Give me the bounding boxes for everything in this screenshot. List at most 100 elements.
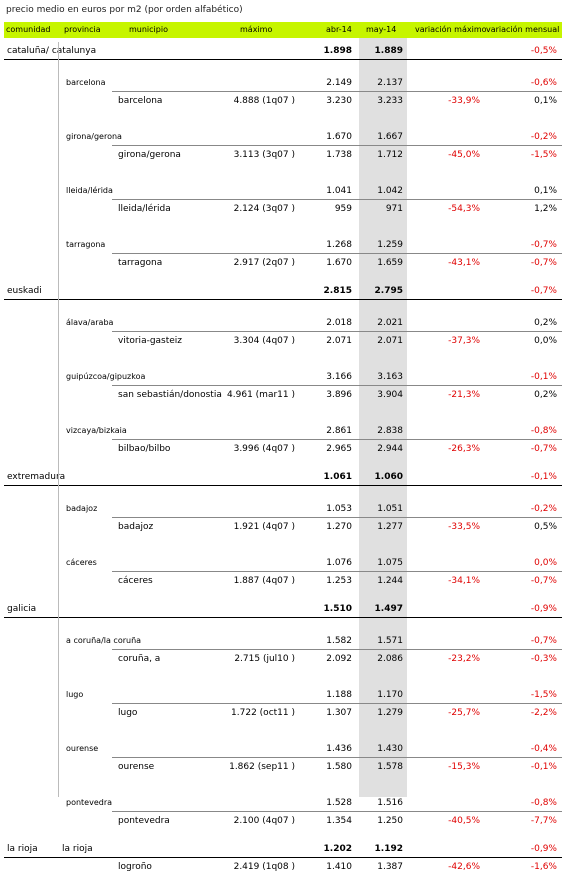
- may-value: 2.071: [377, 336, 403, 346]
- abr-value: 1.253: [326, 576, 352, 586]
- var-mensual-value: -0,2%: [530, 132, 557, 142]
- abr-value: 1.202: [323, 844, 352, 854]
- provincia-row: lugo 1.188 1.170 -1,5%: [0, 686, 565, 704]
- municipio-name: logroño: [118, 862, 152, 872]
- var-mensual-value: -0,6%: [530, 78, 557, 88]
- row-divider: [112, 571, 562, 572]
- may-value: 1.497: [374, 604, 403, 614]
- row-divider: [112, 703, 562, 704]
- maximo-value: 1.921 (4q07 ): [233, 522, 295, 532]
- maximo-value: 1.887 (4q07 ): [233, 576, 295, 586]
- var-max-value: -25,7%: [448, 708, 480, 718]
- provincia-name: la rioja: [62, 844, 93, 854]
- maximo-value: 2.917 (2q07 ): [233, 258, 295, 268]
- municipio-row: vitoria-gasteiz 3.304 (4q07 ) 2.071 2.071 -3…: [0, 332, 565, 350]
- var-mensual-value: -0,7%: [530, 240, 557, 250]
- row-divider: [112, 331, 562, 332]
- abr-value: 1.188: [326, 690, 352, 700]
- provincia-name: barcelona: [66, 78, 106, 87]
- abr-value: 1.307: [326, 708, 352, 718]
- provincia-row: badajoz 1.053 1.051 -0,2%: [0, 500, 565, 518]
- municipio-row: badajoz 1.921 (4q07 ) 1.270 1.277 -33,5% 0,5%: [0, 518, 565, 536]
- municipio-name: tarragona: [118, 258, 163, 268]
- municipio-name: bilbao/bilbo: [118, 444, 171, 454]
- var-mensual-value: -1,5%: [530, 150, 557, 160]
- row-divider: [4, 299, 562, 300]
- abr-value: 1.670: [326, 132, 352, 142]
- abr-value: 1.354: [326, 816, 352, 826]
- may-value: 2.944: [377, 444, 403, 454]
- may-value: 1.578: [377, 762, 403, 772]
- var-mensual-value: 0,1%: [534, 186, 557, 196]
- var-mensual-value: 0,5%: [534, 522, 557, 532]
- var-mensual-value: 0,1%: [534, 96, 557, 106]
- provincia-name: cáceres: [66, 558, 97, 567]
- municipio-row: lugo 1.722 (oct11 ) 1.307 1.279 -25,7% -2,2%: [0, 704, 565, 722]
- abr-value: 1.528: [326, 798, 352, 808]
- maximo-value: 4.888 (1q07 ): [233, 96, 295, 106]
- may-value: 1.667: [377, 132, 403, 142]
- municipio-name: vitoria-gasteiz: [118, 336, 183, 346]
- var-mensual-value: 0,0%: [534, 558, 557, 568]
- row-divider: [112, 517, 562, 518]
- maximo-value: 2.100 (4q07 ): [233, 816, 295, 826]
- municipio-name: san sebastián/donostia: [118, 390, 222, 400]
- var-mensual-value: 0,2%: [534, 390, 557, 400]
- comunidad-row: euskadi 2.815 2.795 -0,7%: [0, 282, 565, 300]
- provincia-name: girona/gerona: [66, 132, 122, 141]
- provincia-name: guipúzcoa/gipuzkoa: [66, 372, 146, 381]
- abr-value: 1.580: [326, 762, 352, 772]
- var-max-value: -42,6%: [448, 862, 480, 872]
- row-divider: [4, 485, 562, 486]
- may-value: 2.137: [377, 78, 403, 88]
- row-divider: [112, 91, 562, 92]
- maximo-value: 1.722 (oct11 ): [231, 708, 295, 718]
- abr-value: 1.061: [323, 472, 352, 482]
- var-mensual-value: -0,9%: [530, 844, 557, 854]
- row-divider: [112, 199, 562, 200]
- comunidad-name: la rioja: [7, 844, 38, 854]
- may-value: 2.838: [377, 426, 403, 436]
- provincia-row: tarragona 1.268 1.259 -0,7%: [0, 236, 565, 254]
- comunidad-row: cataluña/ catalunya 1.898 1.889 -0,5%: [0, 42, 565, 60]
- municipio-row: bilbao/bilbo 3.996 (4q07 ) 2.965 2.944 -26,3…: [0, 440, 565, 458]
- col-maximo: máximo: [240, 25, 273, 34]
- abr-value: 1.898: [323, 46, 352, 56]
- comunidad-row: extremadura 1.061 1.060 -0,1%: [0, 468, 565, 486]
- provincia-name: lugo: [66, 690, 84, 699]
- row-divider: [112, 649, 562, 650]
- comunidad-name: cataluña/ catalunya: [7, 46, 97, 56]
- abr-value: 1.436: [326, 744, 352, 754]
- var-mensual-value: 0,2%: [534, 318, 557, 328]
- abr-value: 3.896: [326, 390, 352, 400]
- may-value: 1.516: [377, 798, 403, 808]
- col-provincia: provincia: [64, 25, 101, 34]
- municipio-row: pontevedra 2.100 (4q07 ) 1.354 1.250 -40,5% -…: [0, 812, 565, 830]
- section-vertical-rule: [58, 42, 59, 797]
- var-max-value: -40,5%: [448, 816, 480, 826]
- may-value: 1.571: [377, 636, 403, 646]
- municipio-name: lleida/lérida: [118, 204, 171, 214]
- maximo-value: 3.113 (3q07 ): [233, 150, 295, 160]
- may-value: 3.163: [377, 372, 403, 382]
- may-value: 1.060: [374, 472, 403, 482]
- provincia-name: álava/araba: [66, 318, 114, 327]
- comunidad-row: la rioja la rioja 1.202 1.192 -0,9%: [0, 840, 565, 858]
- maximo-value: 2.715 (jul10 ): [234, 654, 295, 664]
- provincia-row: álava/araba 2.018 2.021 0,2%: [0, 314, 565, 332]
- may-value: 1.430: [377, 744, 403, 754]
- abr-value: 2.815: [323, 286, 352, 296]
- maximo-value: 2.124 (3q07 ): [233, 204, 295, 214]
- provincia-name: vizcaya/bizkaia: [66, 426, 127, 435]
- abr-value: 1.582: [326, 636, 352, 646]
- municipio-row: tarragona 2.917 (2q07 ) 1.670 1.659 -43,1% -0…: [0, 254, 565, 272]
- may-value: 2.795: [374, 286, 403, 296]
- var-max-value: -45,0%: [448, 150, 480, 160]
- may-value: 3.233: [377, 96, 403, 106]
- provincia-name: lleida/lérida: [66, 186, 113, 195]
- var-max-value: -33,5%: [448, 522, 480, 532]
- var-mensual-value: -0,5%: [530, 46, 557, 56]
- maximo-value: 1.862 (sep11 ): [229, 762, 295, 772]
- var-mensual-value: -0,7%: [530, 286, 557, 296]
- abr-value: 1.670: [326, 258, 352, 268]
